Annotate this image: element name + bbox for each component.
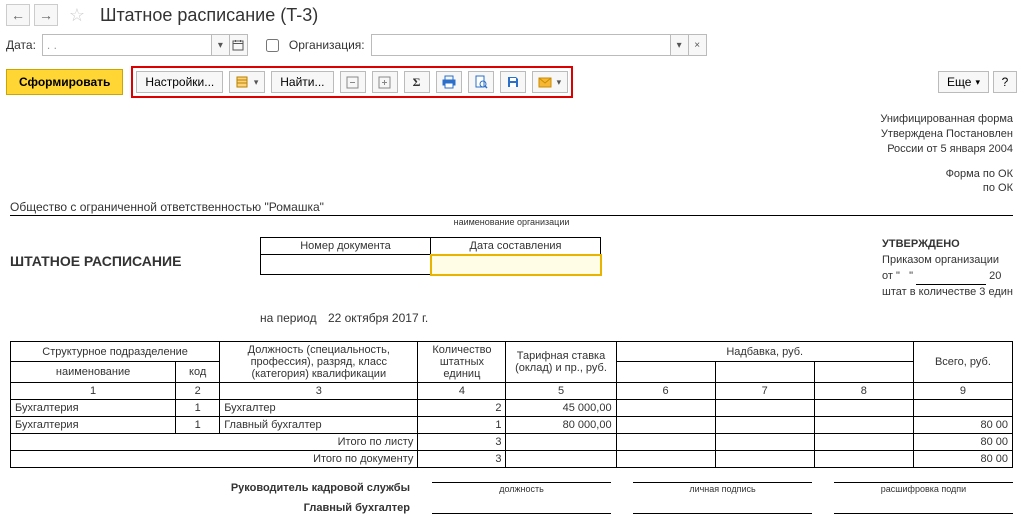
col-n7 bbox=[715, 362, 814, 383]
more-button[interactable]: Еще ▾ bbox=[938, 71, 989, 93]
org-clear-icon[interactable]: × bbox=[689, 34, 707, 56]
settings-button[interactable]: Настройки... bbox=[136, 71, 223, 93]
org-name: Общество с ограниченной ответственностью… bbox=[10, 200, 1013, 216]
calendar-icon[interactable] bbox=[230, 34, 248, 56]
form-meta-line1: Унифицированная форма bbox=[10, 112, 1013, 127]
approve-l1: Приказом организации bbox=[882, 253, 1013, 269]
forward-button[interactable]: → bbox=[34, 4, 58, 26]
date-input[interactable] bbox=[42, 34, 212, 56]
total-doc-row: Итого по документу 3 80 00 bbox=[11, 450, 1013, 467]
favorite-icon[interactable]: ☆ bbox=[66, 4, 88, 26]
print-icon[interactable] bbox=[436, 71, 462, 93]
email-icon[interactable]: ▾ bbox=[532, 71, 568, 93]
col-dep-name: наименование bbox=[11, 362, 176, 383]
staffing-table: Структурное подразделение Должность (спе… bbox=[10, 341, 1013, 468]
save-icon[interactable] bbox=[500, 71, 526, 93]
date-dropdown-icon[interactable]: ▾ bbox=[212, 34, 230, 56]
org-checkbox[interactable] bbox=[266, 39, 279, 52]
org-input[interactable] bbox=[371, 34, 671, 56]
expand-group-icon[interactable] bbox=[340, 71, 366, 93]
page-title: Штатное расписание (T-3) bbox=[100, 5, 318, 26]
back-button[interactable]: ← bbox=[6, 4, 30, 26]
doc-date-cell[interactable] bbox=[431, 255, 601, 275]
generate-button[interactable]: Сформировать bbox=[6, 69, 123, 95]
find-button[interactable]: Найти... bbox=[271, 71, 333, 93]
hdr-col1: Номер документа bbox=[261, 238, 431, 255]
preview-icon[interactable] bbox=[468, 71, 494, 93]
help-button[interactable]: ? bbox=[993, 71, 1017, 93]
collapse-group-icon[interactable] bbox=[372, 71, 398, 93]
form-code-1: Форма по ОК bbox=[10, 167, 1013, 182]
col-position: Должность (специальность, профессия), ра… bbox=[220, 341, 418, 382]
toolbar-highlight: Настройки... ▾ Найти... Σ ▾ bbox=[131, 66, 572, 98]
form-meta-line3: России от 5 января 2004 bbox=[10, 142, 1013, 157]
date-label: Дата: bbox=[6, 38, 36, 52]
form-meta-line2: Утверждена Постановлен bbox=[10, 127, 1013, 142]
table-row: Бухгалтерия 1 Бухгалтер 2 45 000,00 bbox=[11, 399, 1013, 416]
form-code-2: по ОК bbox=[10, 181, 1013, 196]
approve-l2: от " " 20 bbox=[882, 269, 1013, 285]
table-row: Бухгалтерия 1 Главный бухгалтер 1 80 000… bbox=[11, 416, 1013, 433]
org-label: Организация: bbox=[289, 38, 365, 52]
col-total: Всего, руб. bbox=[913, 341, 1012, 382]
report-area: Унифицированная форма Утверждена Постано… bbox=[0, 104, 1023, 530]
sig-accountant-label: Главный бухгалтер bbox=[10, 502, 410, 514]
col-n6 bbox=[616, 362, 715, 383]
col-rate: Тарифная ставка (оклад) и пр., руб. bbox=[506, 341, 616, 382]
col-dep-group: Структурное подразделение bbox=[11, 341, 220, 362]
col-qty: Количество штатных единиц bbox=[418, 341, 506, 382]
doc-number-cell[interactable] bbox=[261, 255, 431, 275]
table-settings-icon[interactable]: ▾ bbox=[229, 71, 265, 93]
org-dropdown-icon[interactable]: ▾ bbox=[671, 34, 689, 56]
sum-icon[interactable]: Σ bbox=[404, 71, 430, 93]
period-line: на период 22 октября 2017 г. bbox=[260, 311, 1013, 325]
document-title: ШТАТНОЕ РАСПИСАНИЕ bbox=[10, 237, 260, 269]
sig-hr-label: Руководитель кадровой службы bbox=[10, 482, 410, 494]
col-allowance-group: Надбавка, руб. bbox=[616, 341, 913, 362]
approve-l3: штат в количестве 3 един bbox=[882, 285, 1013, 301]
org-sub: наименование организации bbox=[10, 217, 1013, 227]
col-n8 bbox=[814, 362, 913, 383]
col-dep-code: код bbox=[176, 362, 220, 383]
hdr-col2: Дата составления bbox=[431, 238, 601, 255]
total-sheet-row: Итого по листу 3 80 00 bbox=[11, 433, 1013, 450]
doc-header-table: Номер документа Дата составления bbox=[260, 237, 601, 275]
approve-title: УТВЕРЖДЕНО bbox=[882, 237, 1013, 253]
